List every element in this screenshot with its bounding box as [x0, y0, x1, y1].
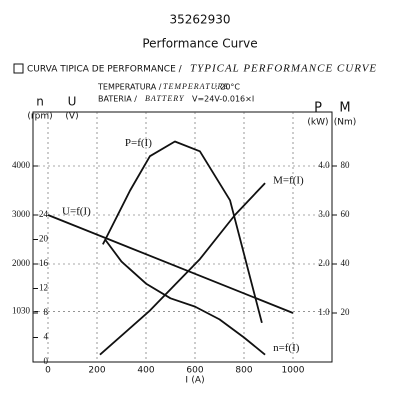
y-tick-label: 4000 — [12, 160, 31, 170]
curve-label: n=f(I) — [273, 342, 300, 354]
plot-frame — [32, 111, 333, 363]
y2-tick-label: 4 — [44, 332, 49, 342]
y3-tick-label: 2.0 — [318, 258, 330, 268]
y-tick-label: 3000 — [12, 209, 31, 219]
y3-tick-label: 1.0 — [318, 307, 330, 317]
curve — [102, 140, 263, 324]
m-axis-label: M — [339, 101, 350, 116]
curve — [104, 238, 266, 356]
y2-tick-label: 24 — [39, 209, 49, 219]
x-axis-label: I — [185, 376, 188, 386]
y4-tick-label: 20 — [341, 307, 351, 317]
y4-tick-label: 60 — [341, 209, 351, 219]
x-axis-unit: (A) — [191, 376, 204, 386]
x-tick-label: 1000 — [282, 366, 305, 376]
battery-es: BATERIA / — [98, 95, 137, 104]
y2-tick-label: 8 — [44, 307, 49, 317]
y2-tick-label: 0 — [44, 356, 49, 366]
x-tick-label: 200 — [88, 366, 105, 376]
u-axis-label: U — [68, 95, 77, 109]
curve-label: M=f(I) — [273, 175, 304, 187]
y2-tick-label: 16 — [39, 258, 49, 268]
p-axis-unit: (kW) — [307, 118, 328, 128]
y2-tick-label: 20 — [39, 234, 49, 244]
x-tick-label: 800 — [235, 366, 252, 376]
y4-tick-label: 40 — [341, 258, 351, 268]
n-axis-unit: (rpm) — [27, 112, 52, 122]
curve — [47, 214, 294, 314]
y4-tick-label: 80 — [341, 160, 351, 170]
y2-tick-label: 12 — [39, 283, 48, 293]
p-axis-label: P — [314, 101, 322, 116]
y-tick-label: 2000 — [12, 258, 31, 268]
battery-en: BATTERY — [145, 94, 185, 103]
u-axis-unit: (V) — [65, 112, 78, 122]
y3-tick-label: 4.0 — [318, 160, 330, 170]
temperature-value: : 20°C — [215, 83, 240, 92]
curve — [99, 182, 266, 356]
y3-tick-label: 3.0 — [318, 209, 330, 219]
chart-subtitle: Performance Curve — [142, 37, 257, 51]
battery-formula: V=24V-0.016×I — [192, 95, 254, 104]
temperature-en: TEMPERATURE — [163, 82, 229, 91]
y-tick-label: 1030 — [12, 306, 31, 316]
curve-label: U=f(I) — [62, 206, 91, 218]
heading-es: CURVA TIPICA DE PERFORMANCE / — [27, 65, 183, 75]
checkbox-icon — [13, 63, 24, 74]
x-tick-label: 0 — [45, 366, 51, 376]
x-tick-label: 400 — [137, 366, 154, 376]
heading-en: TYPICAL PERFORMANCE CURVE — [190, 63, 377, 75]
m-axis-unit: (Nm) — [334, 118, 357, 128]
x-tick-label: 600 — [186, 366, 203, 376]
n-axis-label: n — [36, 95, 44, 109]
curve-label: P=f(I) — [125, 137, 152, 149]
chart-title: 35262930 — [169, 13, 230, 27]
temperature-es: TEMPERATURA / — [97, 83, 162, 92]
